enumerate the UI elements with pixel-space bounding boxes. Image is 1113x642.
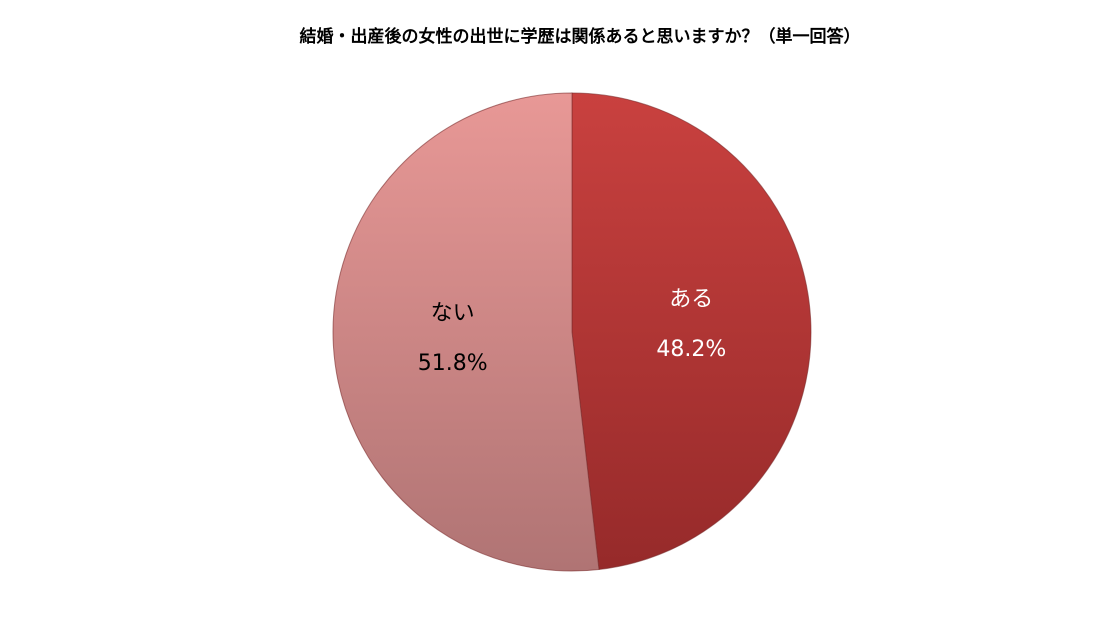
pie-slice	[332, 92, 600, 572]
pie	[332, 92, 812, 572]
slice-value-label: 51.8%	[418, 351, 488, 376]
slice-category-label: ない	[431, 301, 475, 326]
chart-title: 結婚・出産後の女性の出世に学歴は関係あると思いますか？（単一回答）	[300, 26, 861, 47]
slice-category-label: ある	[669, 287, 713, 312]
pie-slice	[571, 92, 812, 571]
slice-value-label: 48.2%	[656, 337, 726, 362]
